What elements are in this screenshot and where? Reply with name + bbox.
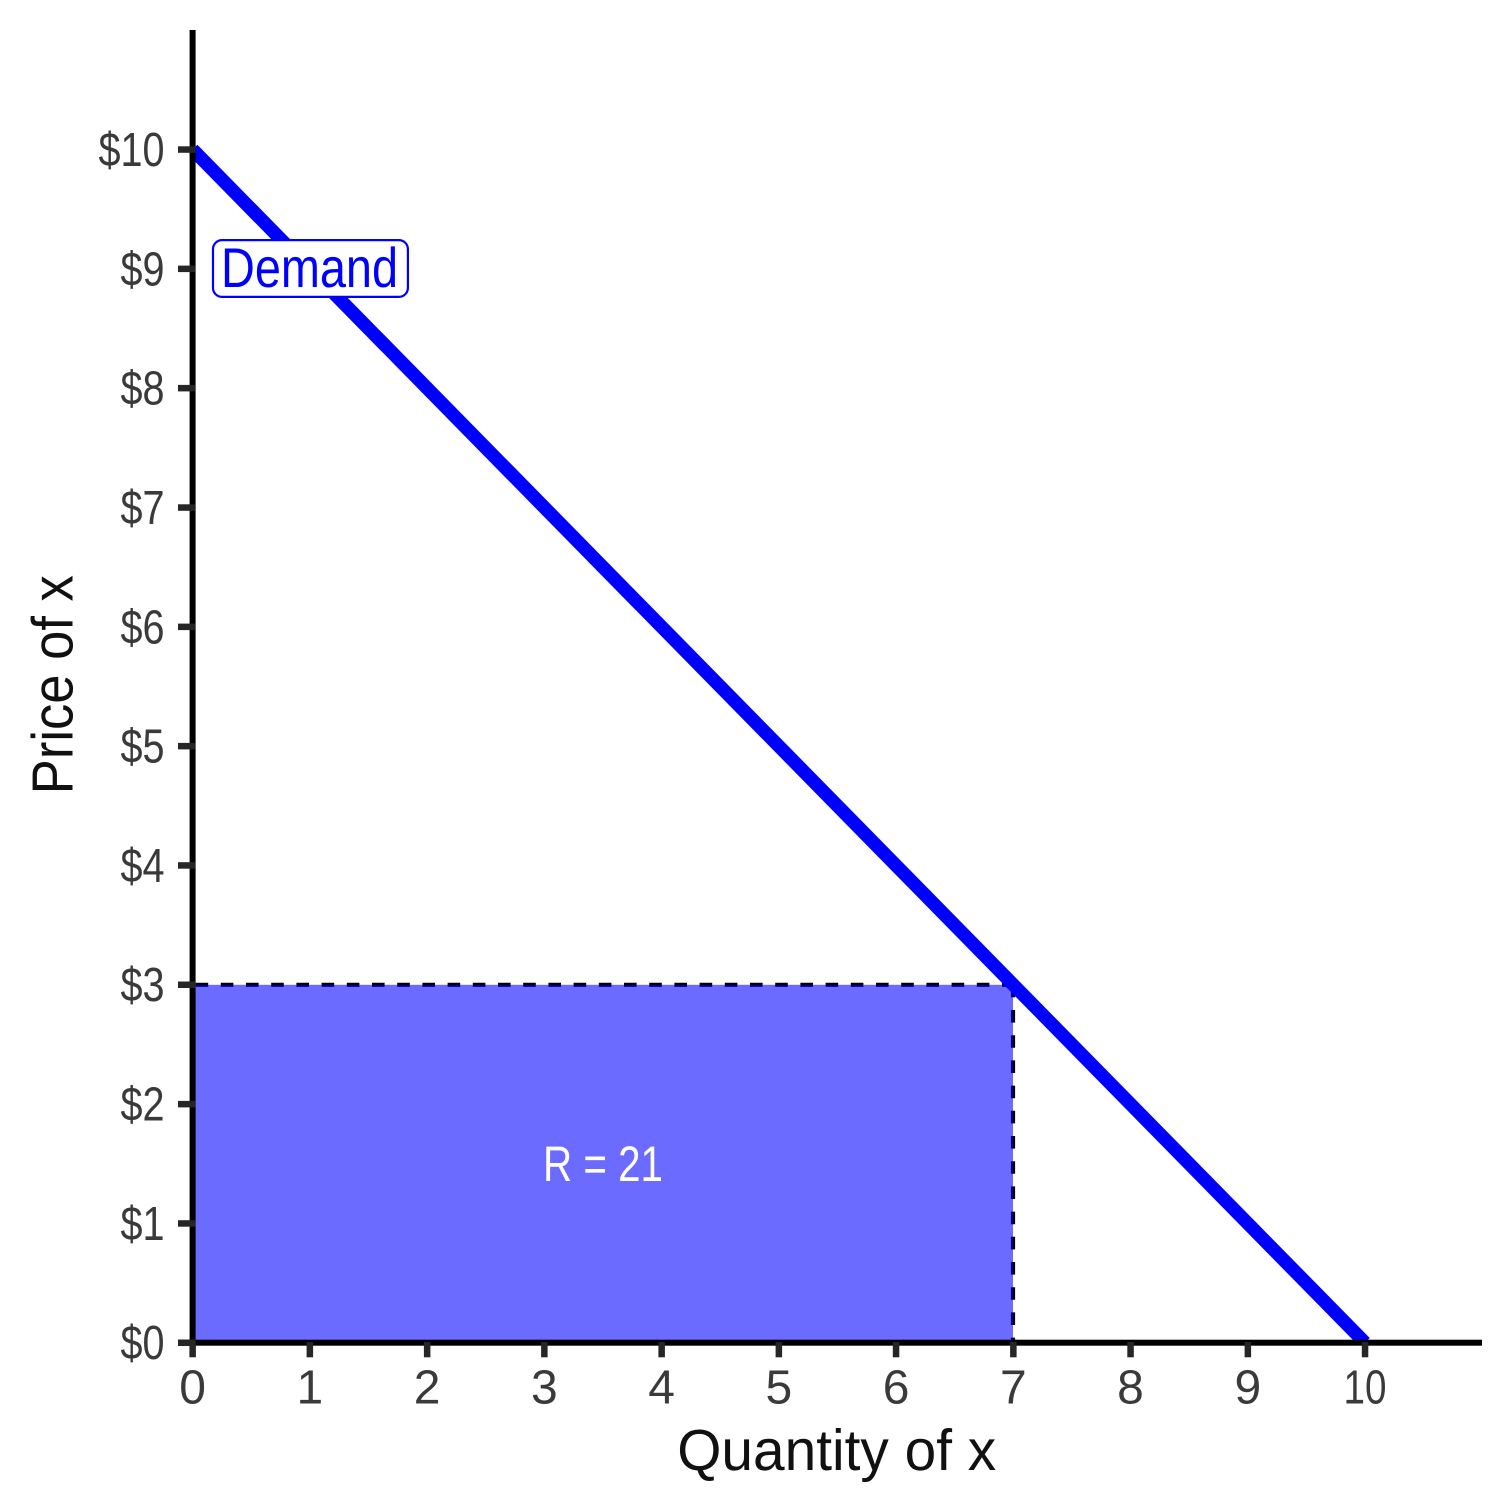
svg-text:$10: $10 <box>99 124 165 177</box>
svg-text:3: 3 <box>531 1361 558 1414</box>
svg-text:R = 21: R = 21 <box>543 1136 663 1192</box>
svg-text:0: 0 <box>179 1361 206 1414</box>
svg-text:$7: $7 <box>121 482 165 535</box>
svg-text:5: 5 <box>765 1361 792 1414</box>
svg-text:$4: $4 <box>121 840 165 893</box>
svg-text:Quantity of x: Quantity of x <box>677 1418 996 1483</box>
svg-text:6: 6 <box>883 1361 910 1414</box>
svg-text:Demand: Demand <box>221 236 398 299</box>
svg-text:Price of x: Price of x <box>21 575 86 794</box>
svg-text:7: 7 <box>1000 1361 1027 1414</box>
svg-text:1: 1 <box>296 1361 323 1414</box>
svg-text:$8: $8 <box>121 363 165 416</box>
svg-text:9: 9 <box>1234 1361 1261 1414</box>
svg-text:$5: $5 <box>121 721 165 774</box>
svg-text:$6: $6 <box>121 601 165 654</box>
svg-text:8: 8 <box>1117 1361 1144 1414</box>
svg-text:$3: $3 <box>121 959 165 1012</box>
svg-text:2: 2 <box>414 1361 441 1414</box>
svg-text:$0: $0 <box>121 1317 165 1370</box>
svg-text:$2: $2 <box>121 1079 165 1132</box>
svg-text:10: 10 <box>1344 1361 1387 1414</box>
svg-text:4: 4 <box>648 1361 675 1414</box>
svg-text:$9: $9 <box>121 243 165 296</box>
svg-text:$1: $1 <box>121 1198 165 1251</box>
